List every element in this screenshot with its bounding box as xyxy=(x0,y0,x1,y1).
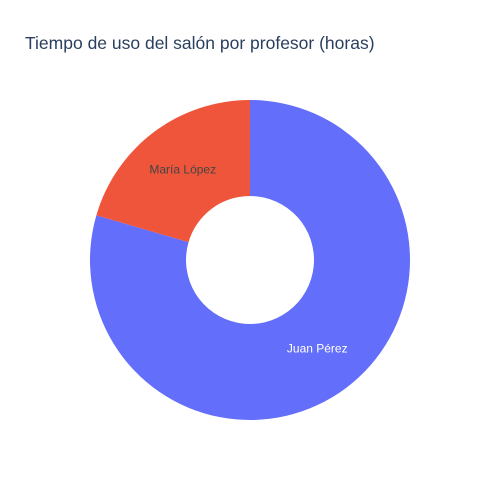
slice-label-1: Juan Pérez xyxy=(287,342,348,356)
slice-labels: Juan Pérez María López xyxy=(149,163,347,356)
slice-2 xyxy=(96,100,250,243)
chart-title: Tiempo de uso del salón por profesor (ho… xyxy=(25,33,375,53)
donut-slices xyxy=(89,100,411,420)
slice-label-2: María López xyxy=(149,163,216,177)
slice-1 xyxy=(89,100,411,420)
